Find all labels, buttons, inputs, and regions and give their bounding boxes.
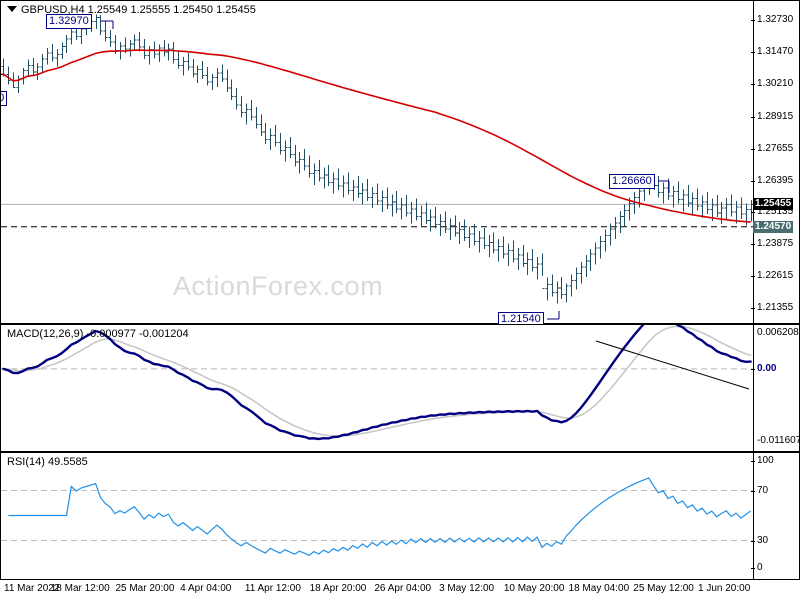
- price-plot-area[interactable]: ActionForex.com 1.32970 1.26660 1.21540 …: [1, 1, 753, 324]
- rsi-y-label: 30: [757, 534, 769, 546]
- price-y-label: 1.28915: [757, 110, 794, 122]
- rsi-y-label: 0: [757, 562, 763, 573]
- price-y-label: 1.23875: [757, 238, 794, 250]
- rsi-y-axis[interactable]: 100 70 30 0: [751, 453, 799, 579]
- price-y-axis[interactable]: 1.32730 1.31470 1.30210 1.28915 1.27655 1.263…: [751, 1, 799, 323]
- time-axis-label: 4 Apr 04:00: [180, 583, 232, 594]
- y-tick: [751, 52, 755, 54]
- rsi-panel[interactable]: 100 70 30 0 RSI(14) 49.5585: [0, 453, 800, 580]
- y-tick: [751, 212, 755, 214]
- ma-period-tag[interactable]: 90: [1, 91, 8, 106]
- y-tick: [751, 461, 755, 462]
- y-tick: [751, 244, 755, 246]
- y-tick: [751, 116, 755, 118]
- time-axis-label: 18 May 04:00: [568, 583, 630, 594]
- macd-panel[interactable]: 0.006208 0.00 -0.011607 MACD(12,26,9) -0.0…: [0, 325, 800, 453]
- time-axis-label: 3 May 12:00: [439, 583, 495, 594]
- price-y-label: 1.26395: [757, 174, 794, 186]
- price-chart-panel[interactable]: ActionForex.com 1.32970 1.26660 1.21540 …: [0, 0, 800, 325]
- y-tick: [751, 180, 755, 182]
- price-y-label: 1.31470: [757, 46, 794, 58]
- macd-header-label: MACD(12,26,9) -0.000977 -0.001204: [7, 328, 189, 340]
- macd-y-label: 0.006208: [757, 327, 799, 338]
- y-tick: [751, 568, 755, 569]
- rsi-y-label: 70: [757, 484, 769, 496]
- y-tick: [751, 84, 755, 86]
- time-axis-label: 18 Apr 20:00: [309, 583, 367, 594]
- rsi-y-label: 100: [757, 455, 774, 466]
- current-price-label[interactable]: 1.25455: [753, 198, 794, 211]
- price-y-label: 1.32730: [757, 14, 794, 26]
- time-axis-label: 26 Apr 04:00: [374, 583, 432, 594]
- y-tick: [751, 276, 755, 278]
- macd-y-label: -0.011607: [757, 435, 800, 446]
- swing-high-tag-2[interactable]: 1.26660: [609, 174, 655, 189]
- triangle-down-icon[interactable]: [7, 6, 17, 12]
- price-header-label: GBPUSD,H4 1.25549 1.25555 1.25450 1.2545…: [21, 4, 256, 16]
- time-axis[interactable]: 11 Mar 2022 18 Mar 12:00 25 Mar 20:00 4 Apr…: [0, 580, 800, 600]
- price-y-label: 1.22615: [757, 270, 794, 282]
- price-y-label: 1.30210: [757, 78, 794, 90]
- time-axis-label: 25 Mar 20:00: [115, 583, 175, 594]
- time-axis-label: 11 Mar 2022: [4, 583, 60, 594]
- time-axis-label: 25 May 12:00: [633, 583, 694, 594]
- watermark: ActionForex.com: [173, 271, 384, 301]
- time-axis-label: 10 May 20:00: [503, 583, 565, 594]
- macd-axis-separator: [753, 325, 754, 451]
- time-axis-label: 1 Jun 20:00: [698, 583, 751, 594]
- swing-low-tag[interactable]: 1.21540: [498, 312, 544, 324]
- y-tick: [751, 307, 755, 309]
- macd-y-axis[interactable]: 0.006208 0.00 -0.011607: [751, 325, 800, 451]
- macd-y-label: 0.00: [757, 362, 777, 374]
- time-axis-label: 11 Apr 12:00: [244, 583, 301, 594]
- price-y-label: 1.25135: [757, 206, 794, 218]
- swing-high-tag[interactable]: 1.32970: [46, 14, 92, 29]
- y-tick: [751, 20, 755, 22]
- rsi-header-label: RSI(14) 49.5585: [7, 456, 88, 468]
- y-tick: [751, 148, 755, 150]
- y-tick: [751, 490, 755, 492]
- price-level-label[interactable]: 1.24570: [753, 220, 794, 233]
- rsi-svg: [1, 477, 753, 556]
- time-axis-label: 18 Mar 12:00: [50, 583, 110, 594]
- y-tick: [751, 540, 755, 542]
- price-y-label: 1.21355: [757, 301, 794, 313]
- rsi-plot-area[interactable]: [1, 453, 753, 578]
- rsi-axis-separator: [753, 453, 754, 579]
- macd-svg: [1, 325, 753, 441]
- price-axis-separator: [753, 1, 754, 323]
- y-tick: [751, 368, 755, 370]
- macd-plot-area[interactable]: [1, 325, 753, 451]
- price-y-label: 1.27655: [757, 142, 794, 154]
- price-svg: [1, 14, 753, 320]
